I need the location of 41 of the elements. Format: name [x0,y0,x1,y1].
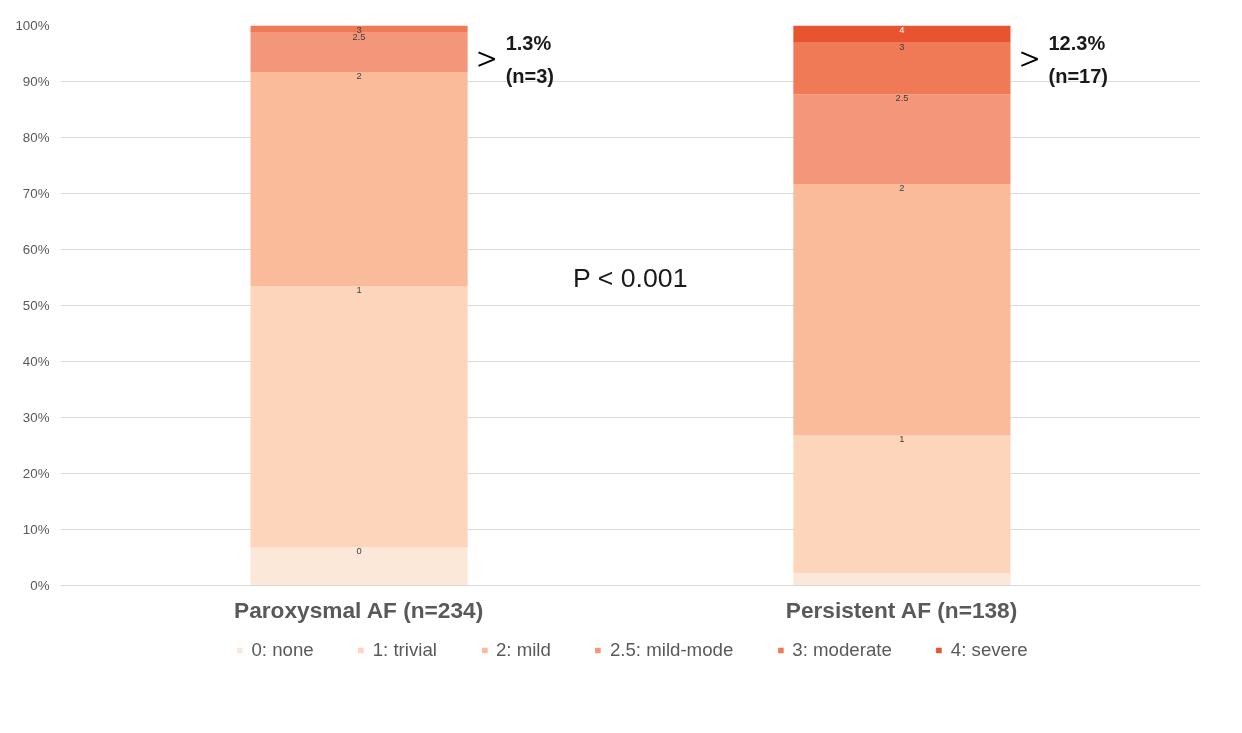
y-tick-label: 30% [22,410,50,425]
annotation: 1 [899,434,905,445]
legend-label: 0: none [251,639,314,661]
y-tick-label: 40% [22,354,50,369]
bar [250,32,468,72]
legend-label: 1: trivial [372,639,437,661]
annotation: 12.3% (n=17) [1048,31,1108,87]
bar [793,42,1011,95]
annotation: 1.3% (n=3) [505,31,554,87]
annotation: 3 [899,41,905,52]
annotation: 2.5 [895,93,909,104]
y-tick-label: 80% [22,130,50,145]
bar [250,286,468,548]
annotation: 0 [356,546,362,557]
y-tick-label: 50% [22,298,50,313]
bar [793,573,1011,586]
bar [250,547,468,586]
y-tick-label: 100% [15,18,50,33]
annotation: 2 [356,70,362,81]
bar [793,183,1011,436]
y-tick-label: 60% [22,242,50,257]
bar [793,435,1011,574]
legend-label: 2: mild [495,639,551,661]
y-tick-label: 10% [22,522,50,537]
bar [793,25,1011,43]
legend-label: 4: severe [950,639,1028,661]
bar [793,94,1011,184]
legend-label: 2.5: mild-mode [609,639,734,661]
y-tick-label: 20% [22,466,50,481]
annotation: 4 [899,24,905,35]
x-tick-label: Paroxysmal AF (n=234) [234,596,484,623]
annotation: 1 [356,285,362,296]
annotation: P < 0.001 [573,262,688,293]
y-tick-label: 70% [22,186,50,201]
y-tick-label: 90% [22,74,50,89]
y-tick-label: 0% [30,578,50,593]
bar [250,71,468,287]
x-tick-label: Persistent AF (n=138) [785,596,1018,623]
annotation: 2 [899,182,905,193]
bar [250,25,468,33]
legend-label: 3: moderate [792,639,892,661]
